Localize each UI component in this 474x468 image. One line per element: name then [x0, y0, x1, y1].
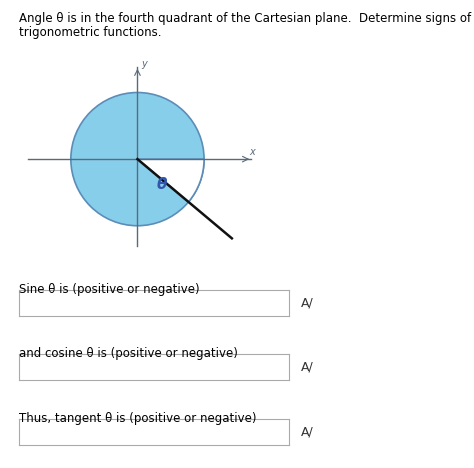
Text: x: x: [249, 147, 255, 157]
Text: A/: A/: [301, 425, 314, 438]
Wedge shape: [137, 159, 204, 202]
Text: y: y: [141, 59, 146, 69]
Text: Sine θ is (positive or negative): Sine θ is (positive or negative): [19, 283, 200, 296]
Text: trigonometric functions.: trigonometric functions.: [19, 26, 162, 39]
Text: A/: A/: [301, 297, 314, 309]
Text: and cosine θ is (positive or negative): and cosine θ is (positive or negative): [19, 347, 238, 360]
Text: A/: A/: [301, 361, 314, 373]
Text: Angle θ is in the fourth quadrant of the Cartesian plane.  Determine signs of it: Angle θ is in the fourth quadrant of the…: [19, 12, 474, 25]
Text: Thus, tangent θ is (positive or negative): Thus, tangent θ is (positive or negative…: [19, 412, 256, 425]
Text: θ: θ: [156, 177, 167, 192]
Circle shape: [71, 93, 204, 226]
